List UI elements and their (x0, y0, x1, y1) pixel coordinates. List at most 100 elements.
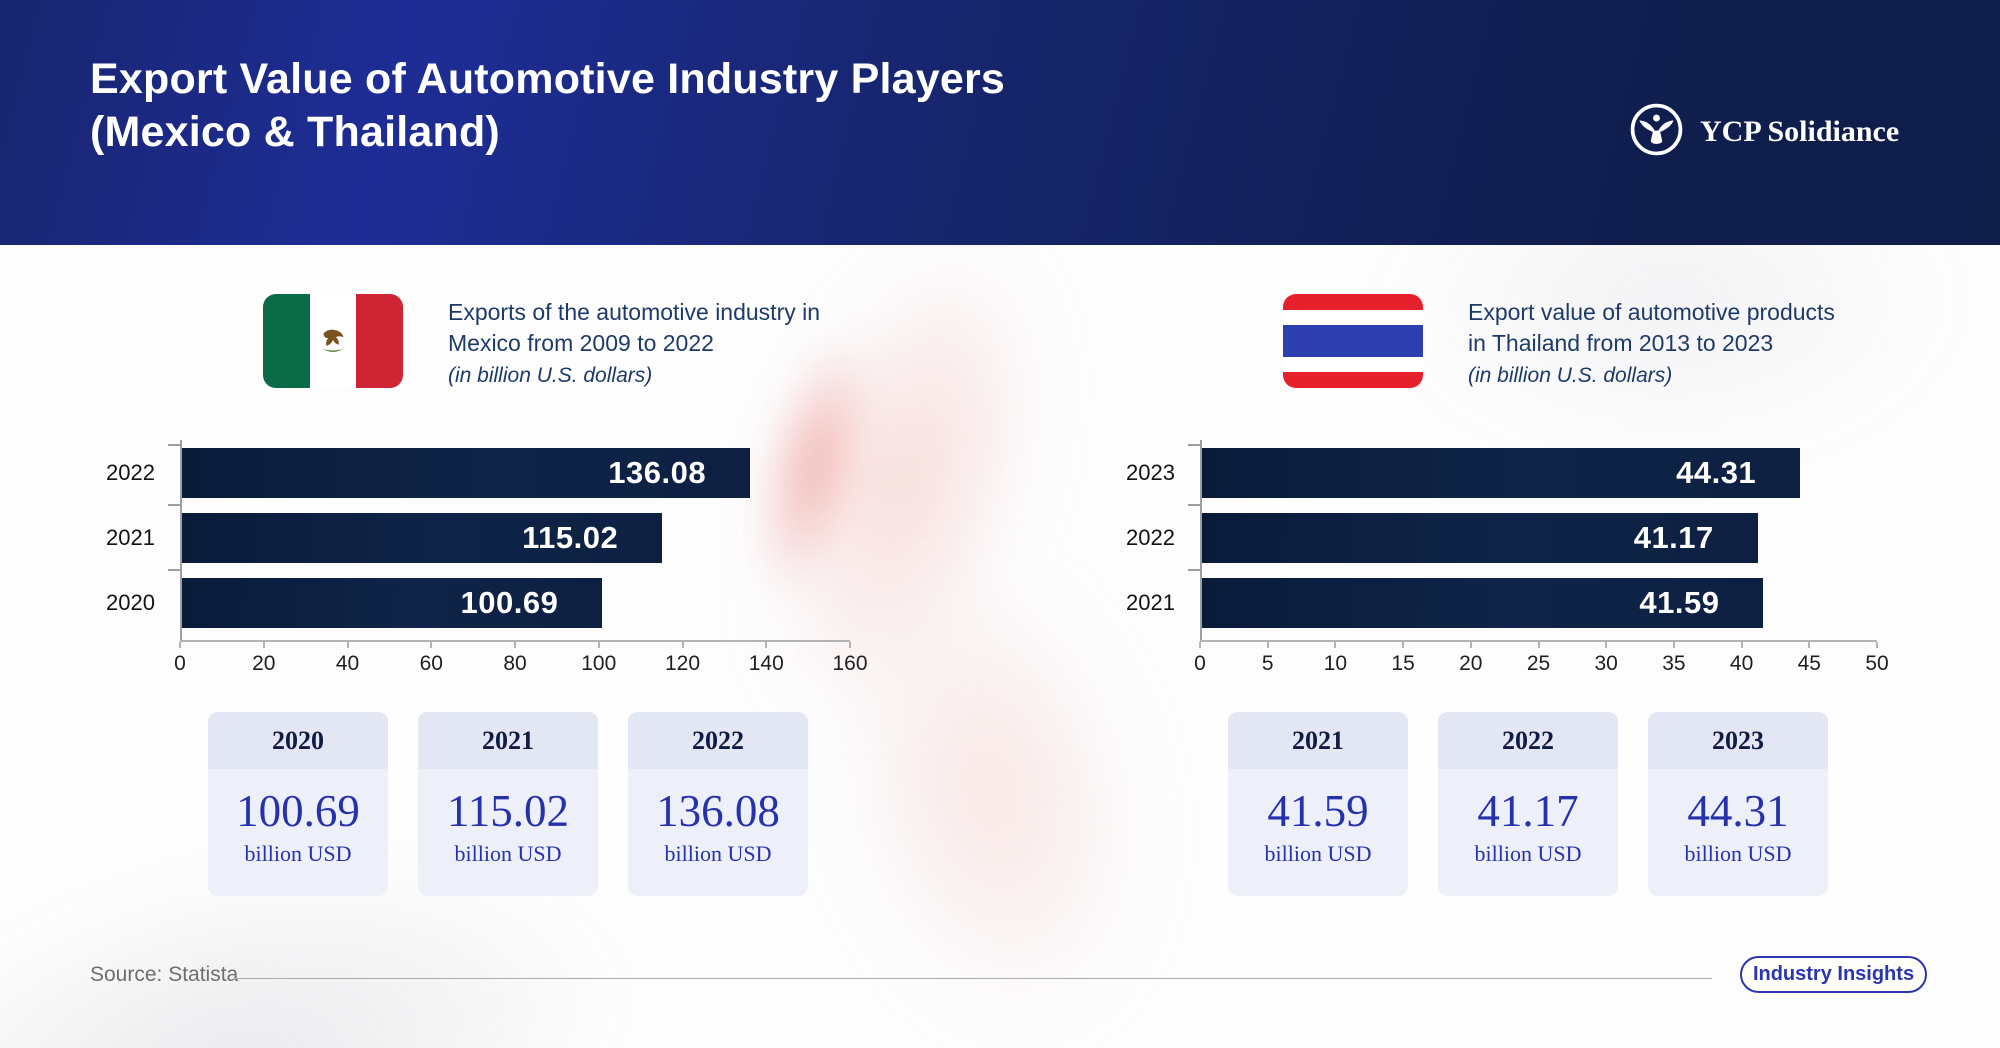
bar-value-label: 115.02 (522, 520, 619, 555)
bar-value-label: 41.17 (1633, 520, 1714, 555)
x-axis-tick-label: 160 (832, 652, 868, 675)
brand-logo: YCP Solidiance (1628, 101, 1899, 163)
stat-card-2020: 2020 100.69 billion USD (208, 712, 388, 896)
ycp-logo-icon (1628, 101, 1685, 163)
y-axis-label: 2022 (106, 460, 155, 485)
stat-card-body: 136.08 billion USD (628, 769, 808, 896)
x-axis-tick (765, 642, 768, 648)
x-axis: 0 5 10 15 20 25 30 35 40 45 50 (1194, 640, 1889, 684)
thailand-flag-red-stripe-bottom (1283, 372, 1423, 388)
y-axis-tick (168, 569, 181, 571)
x-axis-tick-label: 25 (1526, 652, 1551, 675)
stat-card-body: 41.59 billion USD (1228, 769, 1408, 896)
bar-value-label: 100.69 (460, 585, 559, 620)
x-axis-tick (430, 642, 433, 648)
stat-card-unit: billion USD (454, 841, 562, 866)
x-axis-tick (597, 642, 600, 648)
bars-area: 44.31 41.17 41.59 (1188, 440, 1877, 640)
x-axis-tick-label: 0 (1194, 652, 1206, 675)
bar-2021: 41.59 (1202, 578, 1764, 628)
thailand-flag-red-stripe-top (1283, 294, 1423, 310)
x-axis-tick (262, 642, 265, 648)
x-axis-tick-label: 50 (1865, 652, 1889, 675)
mexico-flag-icon (263, 294, 403, 388)
x-axis: 0 20 40 60 80 100 120 140 160 (174, 640, 868, 684)
x-axis-tick (1605, 642, 1608, 648)
y-axis-tick (168, 504, 181, 506)
stat-card-body: 115.02 billion USD (418, 769, 598, 896)
stat-card-unit: billion USD (244, 841, 352, 866)
stat-card-2022: 2022 41.17 billion USD (1438, 712, 1618, 896)
page-title-line1: Export Value of Automotive Industry Play… (90, 55, 1006, 103)
stat-card-2023: 2023 44.31 billion USD (1648, 712, 1828, 896)
thailand-flag-white-stripe-bottom (1283, 356, 1423, 373)
x-axis-tick (1469, 642, 1472, 648)
x-axis-tick (1740, 642, 1743, 648)
bar-value-label: 41.59 (1639, 585, 1720, 620)
stat-card-body: 100.69 billion USD (208, 769, 388, 896)
x-axis-tick-label: 60 (419, 652, 443, 675)
mexico-stat-cards: 2020 100.69 billion USD 2021 115.02 billion U… (208, 712, 808, 896)
stat-card-year: 2023 (1648, 712, 1828, 769)
mexico-title-subtitle: (in billion U.S. dollars) (448, 364, 653, 387)
y-axis-labels: 2023 2022 2021 (1112, 440, 1200, 684)
mexico-title-line2: Mexico from 2009 to 2022 (448, 330, 714, 356)
footer-divider-line (234, 978, 1712, 979)
bars-area: 136.08 115.02 100.69 (168, 440, 850, 640)
y-axis-label: 2022 (1126, 525, 1175, 550)
x-axis-tick (849, 642, 851, 648)
stat-card-year: 2021 (1228, 712, 1408, 769)
y-axis-tick (1188, 444, 1201, 446)
stat-card-unit: billion USD (1684, 841, 1792, 866)
stat-card-year: 2022 (628, 712, 808, 769)
x-axis-tick (1334, 642, 1337, 648)
x-axis-tick-label: 10 (1323, 652, 1348, 675)
mexico-chart-title: Exports of the automotive industry in Me… (448, 297, 820, 391)
stat-card-unit: billion USD (664, 841, 772, 866)
plot-area: 44.31 41.17 41.59 0 5 10 15 20 25 30 35 40 45 50 (1188, 440, 1889, 684)
x-axis-tick-label: 35 (1662, 652, 1686, 675)
stat-card-unit: billion USD (1264, 841, 1372, 866)
y-axis-label: 2020 (106, 590, 155, 615)
x-axis-tick (1672, 642, 1675, 648)
x-axis-tick (1402, 642, 1405, 648)
x-axis-tick (179, 642, 181, 648)
y-axis-tick (1188, 569, 1201, 571)
thailand-stat-cards: 2021 41.59 billion USD 2022 41.17 billion USD… (1228, 712, 1828, 896)
stat-card-value: 100.69 (236, 786, 360, 836)
y-axis-label: 2021 (1126, 590, 1175, 615)
x-axis-tick (1537, 642, 1540, 648)
stat-card-value: 41.17 (1477, 786, 1579, 836)
mexico-flag-eagle-emblem (322, 329, 344, 352)
thailand-title-subtitle: (in billion U.S. dollars) (1468, 364, 1673, 387)
x-axis-tick-label: 40 (1729, 652, 1754, 675)
source-label: Source: Statista (90, 963, 239, 986)
x-axis-tick (1199, 642, 1201, 648)
page-title-line2: (Mexico & Thailand) (90, 108, 500, 156)
thailand-flag-icon (1283, 294, 1423, 388)
mexico-flag-red-stripe (356, 294, 403, 388)
stat-card-year: 2022 (1438, 712, 1618, 769)
x-axis-tick (1266, 642, 1269, 648)
thailand-bar-chart: 2023 2022 2021 44.31 41.17 41.59 0 5 10 15 20 25 3… (1112, 440, 1889, 684)
header-banner: Export Value of Automotive Industry Play… (0, 0, 2000, 245)
x-axis-tick-label: 100 (581, 652, 617, 675)
y-axis-label: 2023 (1126, 460, 1175, 485)
bar-2022: 136.08 (182, 448, 751, 498)
x-axis-tick-label: 20 (252, 652, 276, 675)
industry-insights-button[interactable]: Industry Insights (1740, 956, 1927, 993)
page-title: Export Value of Automotive Industry Play… (90, 53, 1005, 159)
thailand-chart-title: Export value of automotive products in T… (1468, 297, 1835, 391)
mexico-flag-green-stripe (263, 294, 310, 388)
y-axis-tick (1188, 504, 1201, 506)
x-axis-tick (514, 642, 516, 648)
stat-card-year: 2020 (208, 712, 388, 769)
y-axis-labels: 2022 2021 2020 (96, 440, 180, 684)
thailand-flag-blue-stripe (1283, 325, 1423, 357)
y-axis-label: 2021 (106, 525, 155, 550)
stat-card-body: 41.17 billion USD (1438, 769, 1618, 896)
stat-card-2021: 2021 41.59 billion USD (1228, 712, 1408, 896)
x-axis-tick-label: 80 (503, 652, 527, 675)
x-axis-tick-label: 20 (1459, 652, 1483, 675)
